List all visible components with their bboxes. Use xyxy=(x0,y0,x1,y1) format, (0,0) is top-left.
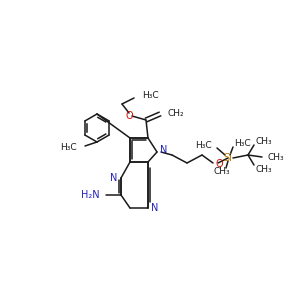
Text: CH₃: CH₃ xyxy=(256,137,273,146)
Text: H₂N: H₂N xyxy=(81,190,100,200)
Text: N: N xyxy=(151,203,159,213)
Text: O: O xyxy=(125,111,133,121)
Text: N: N xyxy=(110,173,118,183)
Text: CH₃: CH₃ xyxy=(268,154,285,163)
Text: N: N xyxy=(160,145,168,155)
Text: CH₃: CH₃ xyxy=(256,164,273,173)
Text: H₃C: H₃C xyxy=(234,140,250,148)
Text: H₃C: H₃C xyxy=(60,143,77,152)
Text: O: O xyxy=(215,159,223,169)
Text: CH₃: CH₃ xyxy=(214,167,230,176)
Text: H₃C: H₃C xyxy=(195,140,212,149)
Text: CH₂: CH₂ xyxy=(168,110,184,118)
Text: Si: Si xyxy=(224,153,232,163)
Text: H₃C: H₃C xyxy=(142,92,159,100)
